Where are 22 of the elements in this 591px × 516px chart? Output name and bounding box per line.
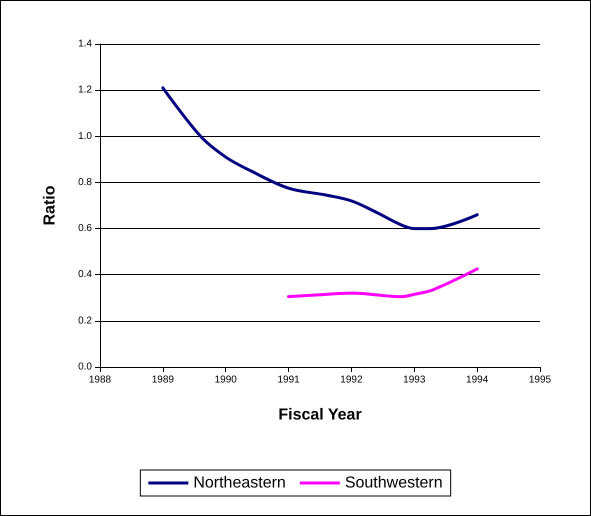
x-tick-label: 1988: [88, 374, 112, 386]
line-series: [161, 86, 479, 230]
y-tick-label: 1.4: [78, 38, 92, 50]
x-tick-label: 1995: [528, 374, 552, 386]
y-tick-label: 1.2: [78, 84, 92, 96]
legend-label: Northeastern: [193, 474, 286, 492]
y-axis-title: Ratio: [42, 185, 58, 226]
y-tick-label: 0.6: [78, 223, 92, 234]
x-tick-label: 1989: [152, 374, 174, 386]
y-tick-label: 0.8: [78, 176, 92, 188]
legend-label: Southwestern: [344, 474, 443, 492]
x-tick-label: 1994: [466, 374, 489, 386]
x-axis-title: Fiscal Year: [278, 406, 362, 424]
y-tick-label: 0.4: [78, 269, 92, 280]
y-tick-label: 1.0: [78, 130, 92, 142]
x-tick-label: 1991: [277, 374, 300, 386]
x-tick-label: 1993: [403, 374, 426, 386]
line-series: [287, 267, 479, 298]
y-tick-label: 0.0: [78, 362, 92, 372]
x-tick-label: 1990: [214, 374, 238, 386]
y-tick-label: 0.2: [78, 315, 92, 326]
x-tick-label: 1992: [340, 374, 363, 386]
